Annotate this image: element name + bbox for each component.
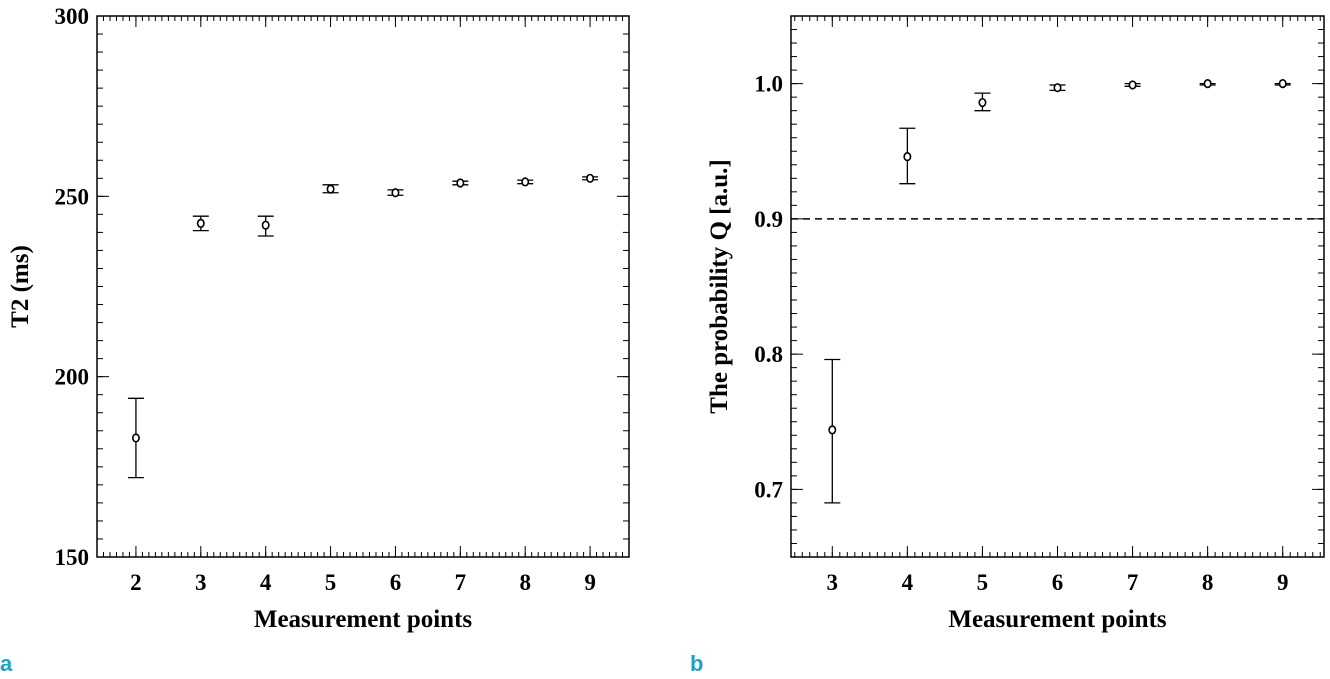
panel-a-chart: 2 3 4 5 6 7 8 9 150 200 250 300 Measurement points T2…	[0, 4, 630, 676]
panel-b-y-tick-label: 0.7	[754, 477, 783, 502]
panel-b-chart: 3 4 5 6 7 8 9 0.7 0.8 0.9 1.0 Measurement points The…	[690, 15, 1325, 676]
panel-b-data-point	[828, 425, 837, 435]
panel-b-x-tick-label: 8	[1202, 570, 1214, 595]
panel-a-x-tick-label: 4	[260, 570, 272, 595]
panel-b-x-tick-label: 4	[902, 570, 914, 595]
panel-a-x-axis-label: Measurement points	[254, 606, 473, 633]
panel-a-plot-frame	[96, 15, 630, 558]
panel-a-data-point	[586, 173, 595, 183]
panel-a-x-tick-label: 7	[455, 570, 467, 595]
panel-a-y-tick-label: 150	[55, 545, 90, 570]
panel-a-y-tick-label: 250	[55, 184, 90, 209]
panel-b-data-point	[903, 152, 912, 162]
panel-a-y-tick-label: 300	[55, 4, 90, 29]
panel-a-x-tick-label: 6	[390, 570, 402, 595]
panel-b-x-tick-label: 7	[1127, 570, 1139, 595]
panel-b-y-axis-label: The probability Q [a.u.]	[706, 159, 733, 413]
panel-b-data-point	[978, 97, 987, 108]
panel-a-data-point	[456, 178, 465, 188]
panel-a-letter: a	[0, 651, 13, 676]
panel-b-data-point	[1278, 79, 1287, 89]
panel-b-y-tick-label: 0.9	[754, 207, 783, 232]
panel-b-x-tick-label: 9	[1277, 570, 1289, 595]
panel-a-y-axis-label: T2 (ms)	[7, 245, 34, 328]
panel-b-letter: b	[690, 651, 703, 676]
panel-a-x-tick-label: 9	[584, 570, 596, 595]
panel-b-y-tick-label: 0.8	[754, 342, 783, 367]
panel-b-x-tick-label: 3	[827, 570, 839, 595]
panel-a-data-point	[196, 218, 205, 228]
panel-a-data-point	[326, 184, 335, 194]
panel-b-x-tick-label: 5	[977, 570, 989, 595]
panel-b-plot-frame	[790, 15, 1325, 558]
panel-a-y-tick-label: 200	[55, 365, 90, 390]
panel-b-data-point	[1203, 79, 1212, 89]
panel-b-x-tick-label: 6	[1052, 570, 1064, 595]
panel-b-x-axis-label: Measurement points	[948, 606, 1167, 633]
panel-b-data-point	[1053, 83, 1062, 93]
panel-b-y-tick-label: 1.0	[754, 72, 783, 97]
panel-a-x-tick-label: 8	[519, 570, 531, 595]
panel-a-data-point	[261, 220, 270, 230]
panel-a-x-tick-label: 5	[325, 570, 337, 595]
panel-a-data-point	[131, 433, 140, 443]
panel-b-data-point	[1128, 80, 1137, 90]
panel-a-x-tick-label: 3	[195, 570, 207, 595]
panel-a-data-point	[391, 188, 400, 198]
panel-a-x-tick-label: 2	[130, 570, 142, 595]
panel-a-data-point	[521, 177, 530, 187]
